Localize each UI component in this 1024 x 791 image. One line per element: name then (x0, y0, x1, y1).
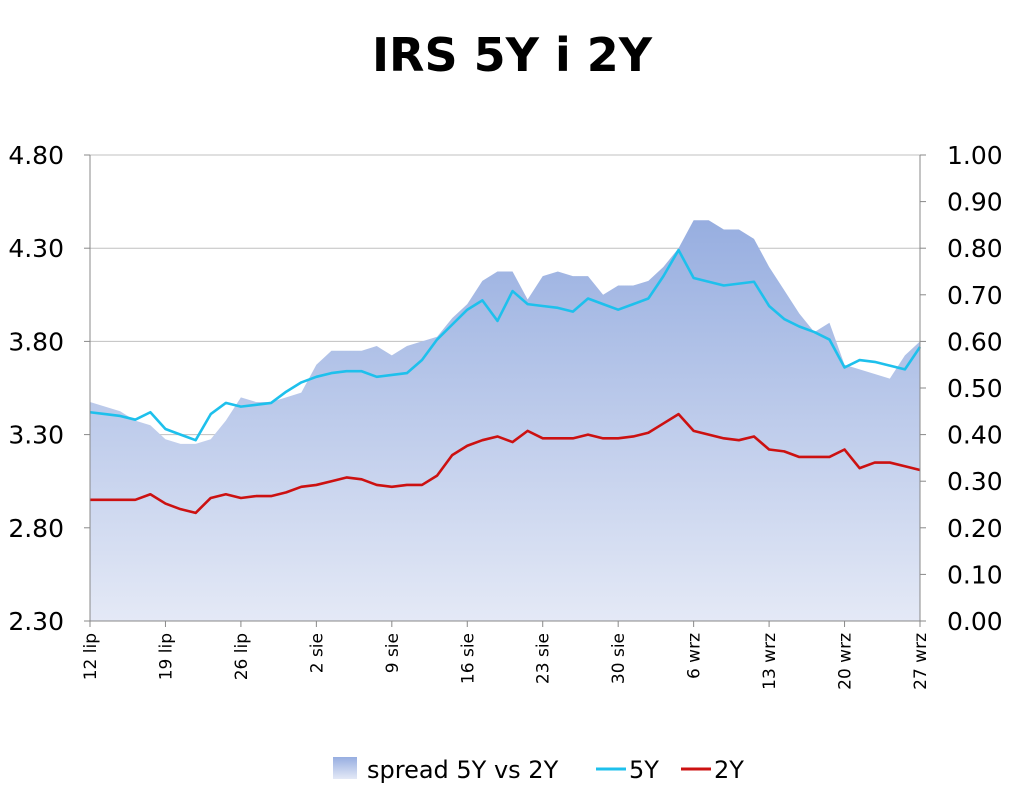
y-right-tick-label: 0.70 (947, 281, 1003, 310)
x-tick-label: 9 sie (383, 633, 403, 673)
x-tick-label: 12 lip (81, 633, 101, 680)
legend: spread 5Y vs 2Y 5Y 2Y (333, 756, 744, 784)
x-tick-label: 27 wrz (911, 633, 931, 690)
legend-label-5y: 5Y (629, 756, 659, 784)
x-tick-label: 19 lip (157, 633, 177, 680)
spread-area-layer (90, 220, 920, 622)
series-lines-layer (89, 248, 922, 515)
y-left-tick-label: 2.30 (8, 607, 64, 636)
y-left-tick-label: 3.30 (8, 421, 64, 450)
y-left-tick-label: 4.80 (8, 141, 64, 170)
series-line-5y (89, 248, 922, 442)
y-right-tick-label: 0.00 (947, 607, 1003, 636)
legend-label-spread: spread 5Y vs 2Y (367, 756, 559, 784)
y-right-tick-label: 0.80 (947, 234, 1003, 263)
x-tick-label: 23 sie (534, 633, 554, 684)
series-line-2y (90, 412, 921, 515)
legend-swatch-spread (333, 757, 357, 779)
x-tick-label: 30 sie (609, 633, 629, 684)
chart-title: IRS 5Y i 2Y (371, 28, 653, 82)
y-right-tick-label: 0.10 (947, 560, 1003, 589)
legend-label-2y: 2Y (714, 756, 744, 784)
y-right-tick-label: 1.00 (947, 141, 1003, 170)
y-right-tick-label: 0.20 (947, 514, 1003, 543)
x-tick-label: 6 wrz (685, 633, 705, 679)
spread-area (90, 220, 920, 622)
y-right-tick-label: 0.90 (947, 188, 1003, 217)
y-right-tick-label: 0.50 (947, 374, 1003, 403)
y-left-tick-label: 4.30 (8, 234, 64, 263)
x-tick-label: 26 lip (232, 633, 252, 680)
y-right-tick-label: 0.40 (947, 421, 1003, 450)
x-tick-label: 13 wrz (760, 633, 780, 690)
x-tick-label: 2 sie (307, 633, 327, 673)
y-left-tick-label: 2.80 (8, 514, 64, 543)
y-left-tick-label: 3.80 (8, 327, 64, 356)
x-tick-label: 16 sie (458, 633, 478, 684)
axes-layer: 4.80 4.30 3.80 3.30 2.80 2.30 1.00 0.90 0.80 0.70… (8, 141, 1002, 690)
y-right-tick-label: 0.30 (947, 467, 1003, 496)
y-right-tick-label: 0.60 (947, 327, 1003, 356)
x-tick-label: 20 wrz (836, 633, 856, 690)
